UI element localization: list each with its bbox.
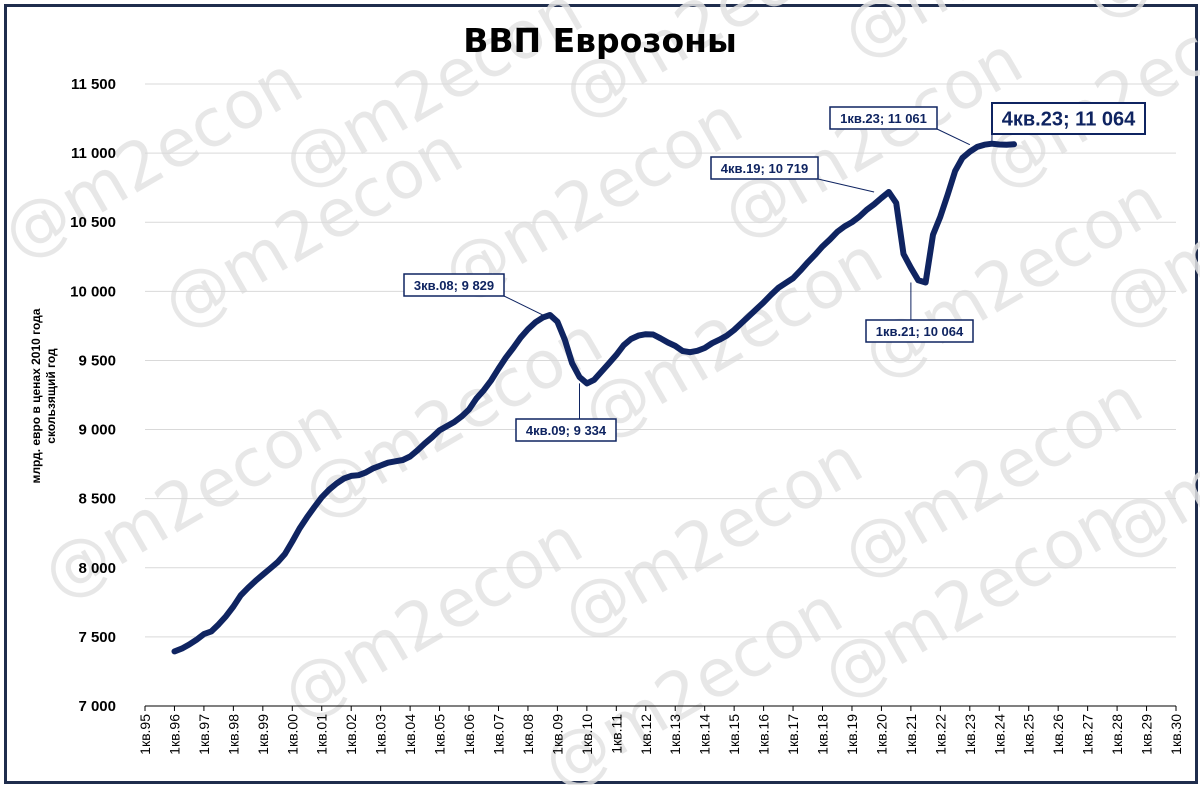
y-tick-label: 10 500 <box>70 214 116 231</box>
x-tick-label: 1кв.07 <box>490 714 506 755</box>
y-tick-label: 7 500 <box>78 629 116 646</box>
y-tick-label: 11 000 <box>71 145 116 162</box>
x-tick-label: 1кв.05 <box>432 714 448 755</box>
watermark-text: @m2econ <box>270 501 595 733</box>
x-tick-label: 1кв.04 <box>402 714 418 755</box>
x-tick-label: 1кв.24 <box>991 714 1007 755</box>
x-tick-label: 1кв.02 <box>343 714 359 755</box>
annotation-label: 4кв.23; 11 064 <box>1002 109 1136 131</box>
x-tick-label: 1кв.12 <box>638 714 654 755</box>
y-tick-label: 11 500 <box>71 76 116 93</box>
annotation-box <box>710 156 819 180</box>
x-tick-label: 1кв.11 <box>608 714 624 754</box>
x-tick-label: 1кв.21 <box>903 714 919 755</box>
chart-title: ВВП Еврозоны <box>463 21 737 60</box>
x-tick-label: 1кв.23 <box>962 714 978 755</box>
y-axis-label-line-1: млрд. евро в ценах 2010 года <box>29 308 43 483</box>
x-axis: 1кв.95 1кв.96 1кв.97 1кв.98 1кв.99 1кв.00 1кв.… <box>137 705 1184 755</box>
x-tick-label: 1кв.09 <box>549 714 565 755</box>
x-tick-label: 1кв.19 <box>844 714 860 755</box>
x-tick-label: 1кв.30 <box>1168 714 1184 755</box>
x-tick-label: 1кв.27 <box>1080 714 1096 755</box>
annotation-box <box>403 273 505 297</box>
watermark-text: @m2econ <box>570 221 895 453</box>
y-tick-label: 7 000 <box>78 698 116 715</box>
annotation-label: 1кв.21; 10 064 <box>876 324 964 339</box>
x-tick-label: 1кв.16 <box>756 714 772 755</box>
annotation-box <box>991 102 1146 135</box>
annotation-box <box>865 319 974 343</box>
x-tick-label: 1кв.15 <box>726 714 742 755</box>
y-tick-label: 8 500 <box>78 491 116 508</box>
annotation-leader <box>503 295 543 316</box>
y-tick-label: 10 000 <box>70 283 116 300</box>
x-tick-label: 1кв.06 <box>461 714 477 755</box>
x-tick-label: 1кв.00 <box>284 714 300 755</box>
x-tick-label: 1кв.18 <box>815 714 831 755</box>
x-tick-label: 1кв.13 <box>667 714 683 755</box>
x-tick-label: 1кв.10 <box>579 714 595 755</box>
x-tick-label: 1кв.08 <box>520 714 536 755</box>
x-tick-label: 1кв.03 <box>373 714 389 755</box>
x-tick-label: 1кв.22 <box>932 714 948 755</box>
y-axis: 7 000 7 500 8 000 8 500 9 000 9 500 10 000 10 5… <box>70 76 116 715</box>
annotation-leader <box>817 178 875 193</box>
series-layer <box>171 140 1017 655</box>
x-tick-label: 1кв.28 <box>1109 714 1125 755</box>
annotation-leader <box>936 128 971 146</box>
y-tick-label: 9 000 <box>78 422 116 439</box>
x-tick-label: 1кв.95 <box>137 714 153 755</box>
x-tick-label: 1кв.26 <box>1050 714 1066 755</box>
x-tick-label: 1кв.99 <box>255 714 271 755</box>
x-tick-label: 1кв.25 <box>1021 714 1037 755</box>
annotation-label: 4кв.19; 10 719 <box>721 161 809 176</box>
x-tick-label: 1кв.17 <box>785 714 801 755</box>
series-line <box>171 140 1017 655</box>
x-tick-label: 1кв.96 <box>166 714 182 755</box>
x-tick-label: 1кв.29 <box>1139 714 1155 755</box>
annotation-label: 4кв.09; 9 334 <box>526 423 607 438</box>
x-tick-label: 1кв.14 <box>697 714 713 755</box>
y-tick-label: 9 500 <box>78 352 116 369</box>
annotation-label: 3кв.08; 9 829 <box>414 278 494 293</box>
x-tick-label: 1кв.01 <box>314 714 330 755</box>
annotation-box <box>829 106 938 130</box>
y-tick-label: 8 000 <box>78 560 116 577</box>
annotation-box <box>515 418 617 442</box>
x-tick-label: 1кв.97 <box>196 714 212 755</box>
annotation-label: 1кв.23; 11 061 <box>840 111 927 126</box>
x-tick-label: 1кв.20 <box>873 714 889 755</box>
y-axis-label-line-2: скользящий год <box>44 348 58 444</box>
annotations: 3кв.08; 9 829 4кв.09; 9 334 4кв.19; 10 719… <box>403 102 1146 442</box>
x-tick-label: 1кв.98 <box>225 714 241 755</box>
